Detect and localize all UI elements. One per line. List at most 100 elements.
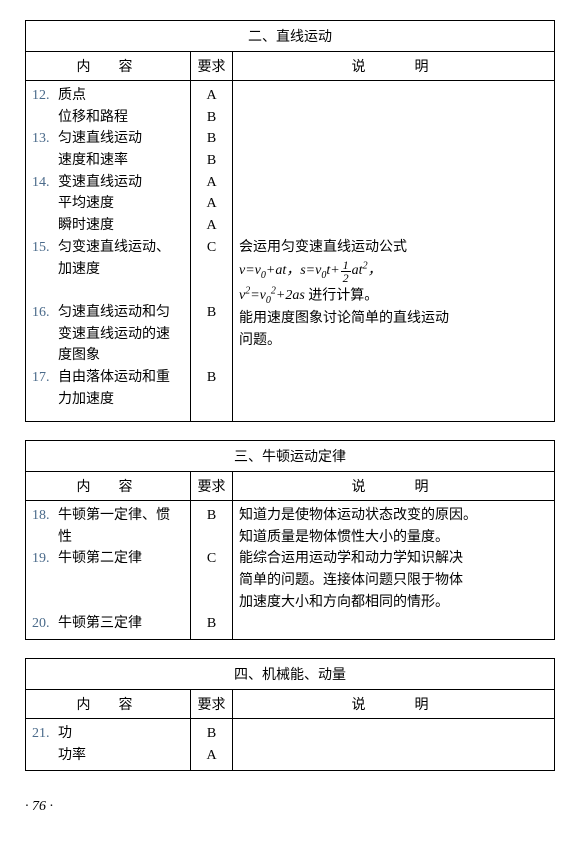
indent-spacer <box>32 107 58 129</box>
content-line <box>32 280 184 302</box>
explanation-line: 问题。 <box>239 330 548 352</box>
content-line <box>32 570 184 592</box>
explanation-line: 简单的问题。连接体问题只限于物体 <box>239 570 548 592</box>
requirement-value <box>197 389 226 411</box>
content-line: 力加速度 <box>32 389 184 411</box>
requirement-value: B <box>197 505 226 527</box>
requirement-cell: B C B <box>191 500 233 639</box>
explanation-line: 会运用匀变速直线运动公式 <box>239 237 548 259</box>
explanation-cell: 知道力是使物体运动状态改变的原因。知道质量是物体惯性大小的量度。能综合运用运动学… <box>233 500 555 639</box>
content-line: 18.牛顿第一定律、惯 <box>32 505 184 527</box>
item-number: 18. <box>32 505 58 527</box>
requirement-cell: BA <box>191 719 233 771</box>
content-line: 度图象 <box>32 345 184 367</box>
content-line: 21.功 <box>32 723 184 745</box>
indent-spacer <box>32 280 58 302</box>
explanation-cell <box>233 719 555 771</box>
item-text: 变速直线运动的速 <box>58 324 170 346</box>
item-text: 平均速度 <box>58 193 114 215</box>
explanation-line: 能用速度图象讨论简单的直线运动 <box>239 308 548 330</box>
column-header-req: 要求 <box>191 471 233 500</box>
indent-spacer <box>32 389 58 411</box>
table-title: 四、机械能、动量 <box>26 659 555 690</box>
requirement-cell: ABBBAAAC B B <box>191 81 233 422</box>
content-line: 17.自由落体运动和重 <box>32 367 184 389</box>
content-cell: 21.功功率 <box>26 719 191 771</box>
item-text: 性 <box>58 527 72 549</box>
item-text: 匀速直线运动 <box>58 128 142 150</box>
explanation-line: 能综合运用运动学和动力学知识解决 <box>239 548 548 570</box>
item-text: 功 <box>58 723 72 745</box>
explanation-line <box>239 128 548 150</box>
item-number: 16. <box>32 302 58 324</box>
explanation-line <box>239 150 548 172</box>
requirement-value: A <box>197 193 226 215</box>
requirement-value: B <box>197 150 226 172</box>
item-number: 14. <box>32 172 58 194</box>
explanation-line <box>239 723 548 745</box>
item-text: 匀速直线运动和匀 <box>58 302 170 324</box>
table-title: 二、直线运动 <box>26 21 555 52</box>
explanation-line <box>239 745 548 767</box>
column-header-expl: 说 明 <box>233 52 555 81</box>
table-title: 三、牛顿运动定律 <box>26 440 555 471</box>
item-text: 功率 <box>58 745 86 767</box>
explanation-line <box>239 107 548 129</box>
requirement-value: A <box>197 745 226 767</box>
requirement-value: B <box>197 723 226 745</box>
requirement-value: A <box>197 172 226 194</box>
explanation-line <box>239 215 548 237</box>
tables-container: 二、直线运动内 容要求说 明12.质点位移和路程13.匀速直线运动速度和速率14… <box>25 20 555 771</box>
column-header-req: 要求 <box>191 690 233 719</box>
content-line: 19.牛顿第二定律 <box>32 548 184 570</box>
requirement-value: A <box>197 215 226 237</box>
requirement-value <box>197 259 226 281</box>
explanation-line <box>239 374 548 396</box>
requirement-value: C <box>197 237 226 259</box>
column-header-expl: 说 明 <box>233 690 555 719</box>
item-number: 13. <box>32 128 58 150</box>
indent-spacer <box>32 527 58 549</box>
column-header-content: 内 容 <box>26 690 191 719</box>
content-line: 20.牛顿第三定律 <box>32 613 184 635</box>
item-text <box>58 280 62 302</box>
explanation-line <box>239 395 548 417</box>
indent-spacer <box>32 259 58 281</box>
item-number: 19. <box>32 548 58 570</box>
content-line: 变速直线运动的速 <box>32 324 184 346</box>
requirement-value <box>197 570 226 592</box>
item-text: 牛顿第二定律 <box>58 548 142 570</box>
requirement-value <box>197 324 226 346</box>
content-line: 14.变速直线运动 <box>32 172 184 194</box>
item-text: 瞬时速度 <box>58 215 114 237</box>
content-line: 位移和路程 <box>32 107 184 129</box>
requirement-value: C <box>197 548 226 570</box>
indent-spacer <box>32 570 58 592</box>
explanation-line: 知道质量是物体惯性大小的量度。 <box>239 527 548 549</box>
item-text: 匀变速直线运动、 <box>58 237 170 259</box>
item-text: 力加速度 <box>58 389 114 411</box>
indent-spacer <box>32 150 58 172</box>
indent-spacer <box>32 592 58 614</box>
requirement-value: B <box>197 613 226 635</box>
item-number: 15. <box>32 237 58 259</box>
content-line: 性 <box>32 527 184 549</box>
explanation-line <box>239 85 548 107</box>
content-line <box>32 592 184 614</box>
item-text: 牛顿第三定律 <box>58 613 142 635</box>
item-text: 加速度 <box>58 259 100 281</box>
requirement-value <box>197 280 226 302</box>
explanation-line <box>239 193 548 215</box>
item-text <box>58 592 62 614</box>
requirement-value: B <box>197 302 226 324</box>
requirement-value: B <box>197 367 226 389</box>
content-line: 16.匀速直线运动和匀 <box>32 302 184 324</box>
column-header-req: 要求 <box>191 52 233 81</box>
column-header-content: 内 容 <box>26 471 191 500</box>
item-number: 20. <box>32 613 58 635</box>
requirement-value: B <box>197 107 226 129</box>
syllabus-table: 四、机械能、动量内 容要求说 明21.功功率BA <box>25 658 555 771</box>
requirement-value <box>197 592 226 614</box>
item-text: 位移和路程 <box>58 107 128 129</box>
content-cell: 12.质点位移和路程13.匀速直线运动速度和速率14.变速直线运动平均速度瞬时速… <box>26 81 191 422</box>
